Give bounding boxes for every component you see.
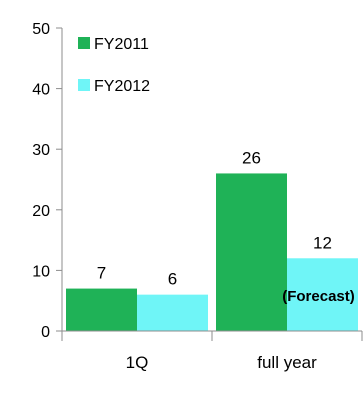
legend: FY2011 FY2012 [78,36,150,95]
y-tick-label-20: 20 [32,203,50,220]
bar-fy2011-1q [66,288,137,331]
data-labels: 7 6 26 12 [97,148,332,288]
data-label-fy2012-1q: 6 [168,270,177,289]
data-label-fy2011-full-year: 26 [242,148,261,167]
y-tick-label-10: 10 [32,263,50,280]
y-tick-label-40: 40 [32,82,50,99]
bars-layer [66,173,358,331]
y-tick-label-50: 50 [32,21,50,38]
y-tick-label-0: 0 [41,324,50,341]
y-ticks: 0 10 20 30 40 50 [32,21,363,341]
legend-swatch-fy2012 [78,79,90,91]
x-category-label-full-year: full year [257,353,317,372]
bar-fy2011-full-year [216,173,287,331]
bar-fy2012-1q [137,294,208,331]
bar-fy2012-full-year [287,258,358,331]
legend-label-fy2012: FY2012 [94,78,150,95]
x-category-labels: 1Q full year [126,353,317,372]
legend-swatch-fy2011 [78,37,90,49]
forecast-annotation: (Forecast) [282,288,355,305]
data-label-fy2012-full-year: 12 [313,233,332,252]
y-tick-label-30: 30 [32,142,50,159]
legend-label-fy2011: FY2011 [94,36,149,53]
x-category-label-1q: 1Q [126,353,149,372]
data-label-fy2011-1q: 7 [97,264,106,283]
